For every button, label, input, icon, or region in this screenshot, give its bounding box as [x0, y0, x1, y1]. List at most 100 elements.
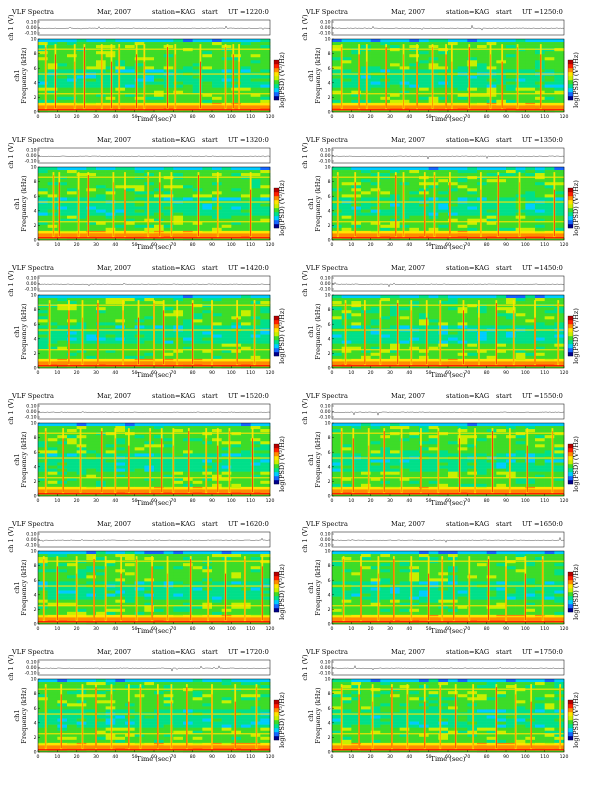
spectrogram-cell	[535, 218, 545, 223]
spectrogram-cell	[486, 227, 497, 232]
spectrogram-cell	[250, 215, 261, 220]
spectrogram-cell	[496, 438, 507, 442]
spectrogram-cell	[76, 441, 87, 445]
spectrogram-cell	[154, 81, 164, 85]
spectrogram-cell	[448, 224, 458, 229]
spectrogram-cell	[351, 364, 362, 369]
spectrogram-cell	[351, 429, 362, 433]
spectrogram-cell	[544, 185, 555, 189]
spectrogram-cell	[390, 447, 400, 451]
spectrogram-cell	[457, 51, 468, 55]
spectrogram-cell	[409, 203, 420, 207]
spectrogram-cell	[467, 96, 478, 101]
spectrogram-cell	[525, 352, 536, 357]
spectrogram-cell	[163, 465, 174, 469]
spectrogram-cell	[390, 310, 400, 314]
spectrogram-cell	[419, 319, 429, 323]
spectrogram-cell	[250, 450, 261, 454]
spectrogram-cell	[467, 66, 478, 70]
spectrogram-cell	[144, 78, 155, 82]
spectrogram-cell	[154, 331, 164, 335]
spectrogram-cell	[351, 63, 362, 67]
y-tick-label: 6	[34, 66, 37, 72]
spectrogram-cell	[260, 54, 271, 58]
spectrogram-cell	[554, 364, 565, 369]
spectrogram-cell	[183, 42, 193, 46]
spectrogram-cell	[477, 69, 487, 73]
spectrogram-cell	[221, 340, 232, 344]
spectrogram-cell	[134, 212, 145, 216]
spectrogram-cell	[260, 60, 271, 64]
spectrogram-cell	[134, 75, 145, 79]
spectrogram-cell	[38, 179, 48, 183]
spectrogram-cell	[125, 459, 135, 463]
spectrogram-cell	[86, 182, 97, 186]
spectrogram-cell	[163, 477, 174, 482]
spectrogram-cell	[260, 212, 271, 216]
spectrogram-cell	[38, 316, 48, 320]
spectrogram-cell	[341, 87, 352, 92]
spectrogram-cell	[390, 167, 400, 171]
spectrogram-cell	[428, 236, 439, 241]
spectrogram-image	[38, 423, 271, 497]
ch-axis-label: ch 1 (V)	[301, 398, 309, 425]
spectrogram-cell	[154, 492, 164, 497]
spectrogram-cell	[477, 78, 487, 82]
spectrogram-cell	[125, 474, 135, 479]
spectrogram-cell	[163, 57, 174, 61]
freq-band	[332, 176, 564, 178]
spectrogram-cell	[515, 212, 526, 216]
spectrogram-cell	[380, 444, 391, 448]
spectrogram-cell	[361, 331, 371, 335]
spectrogram-cell	[250, 349, 261, 354]
spectrogram-cell	[67, 191, 77, 195]
spectrogram-cell	[361, 42, 371, 46]
spectrogram-cell	[544, 349, 555, 354]
spectrogram-cell	[361, 194, 371, 198]
spectrogram-cell	[496, 170, 507, 174]
spectrogram-cell	[515, 322, 526, 326]
spectrogram-cell	[341, 194, 352, 198]
sferic-core	[200, 61, 201, 109]
spectrogram-cell	[96, 42, 106, 46]
x-tick-label: 70	[170, 498, 176, 504]
spectrogram-cell	[57, 337, 68, 341]
spectrogram-cell	[250, 331, 261, 335]
spectrogram-cell	[544, 99, 555, 104]
spectrogram-cell	[486, 167, 497, 171]
spectrogram-cell	[351, 66, 362, 70]
spectrogram-cell	[76, 218, 87, 223]
colorbar-segment	[568, 64, 573, 69]
spectrogram-cell	[428, 352, 439, 357]
spectrogram-cell	[525, 173, 536, 177]
spectrogram-cell	[380, 194, 391, 198]
spectrogram-cell	[428, 444, 439, 448]
spectrogram-cell	[260, 96, 271, 101]
spectrogram-cell	[125, 465, 135, 469]
spectrogram-cell	[231, 66, 242, 70]
spectrogram-cell	[467, 90, 478, 95]
spectrogram-cell	[47, 337, 58, 341]
spectrogram-cell	[438, 322, 449, 326]
spectrogram-cell	[399, 66, 410, 70]
spectrogram-cell	[76, 57, 87, 61]
spectrogram-cell	[380, 364, 391, 369]
spectrogram-cell	[57, 426, 68, 430]
spectrogram-cell	[457, 75, 468, 79]
spectrogram-cell	[554, 441, 565, 445]
freq-band	[332, 221, 564, 223]
sferic-core	[403, 182, 404, 237]
ch1-frame	[331, 275, 565, 292]
y-tick-label: 10	[325, 165, 331, 171]
spectrogram-cell	[38, 57, 48, 61]
sferic-core	[217, 182, 219, 237]
ch-tick-label: 0.00	[320, 153, 330, 159]
spectrogram-cell	[544, 69, 555, 73]
spectrogram-cell	[486, 206, 497, 210]
spectrogram-cell	[477, 203, 487, 207]
spectrogram-cell	[477, 322, 487, 326]
spectrogram-cell	[221, 477, 232, 482]
spectrogram-cell	[250, 167, 261, 171]
spectrogram-cell	[86, 444, 97, 448]
x-tick-label: 60	[445, 370, 451, 376]
